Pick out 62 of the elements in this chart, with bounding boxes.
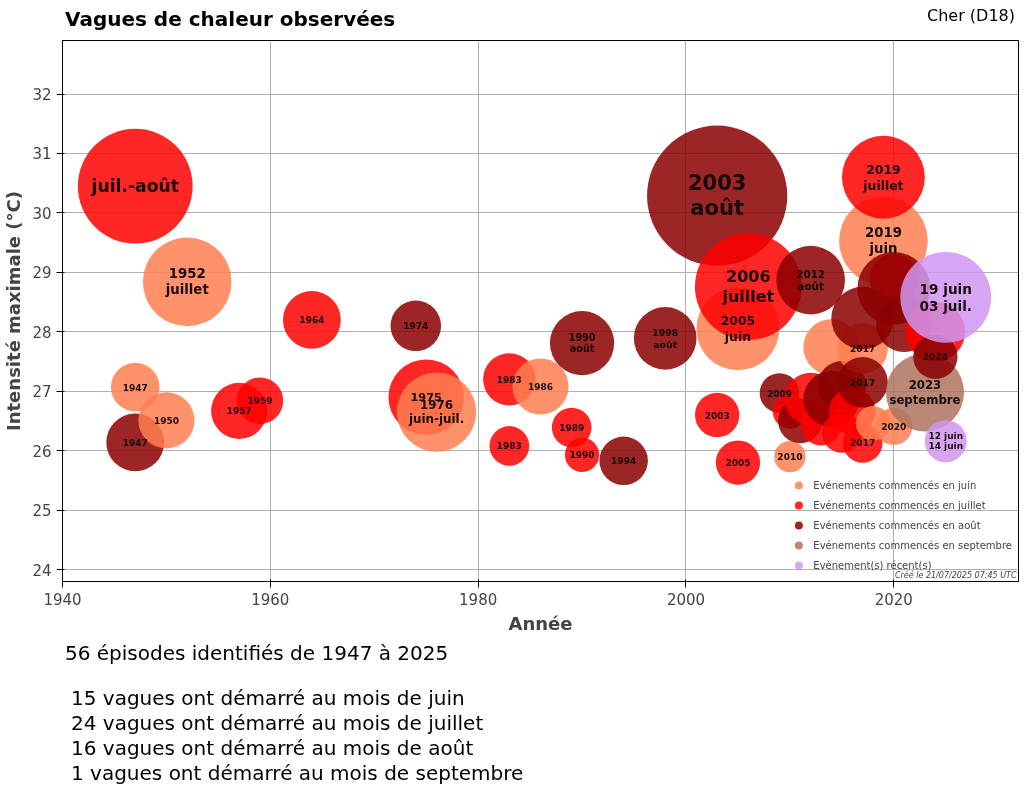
y-tick-label: 28 <box>32 323 52 342</box>
annotation: 2017 <box>850 438 876 449</box>
annotation: 2012 août <box>796 267 826 293</box>
annotation: 2005 <box>725 458 751 469</box>
annotation: 12 juin 14 juin <box>928 430 964 452</box>
chart-title: Vagues de chaleur observées <box>65 6 396 33</box>
annotation: 1990 août <box>568 331 596 355</box>
x-tick-label: 1980 <box>459 590 498 609</box>
annotation: 2010 <box>777 452 803 463</box>
annotation: 2003 <box>704 410 730 421</box>
x-axis-title: Année <box>508 612 573 634</box>
text: 56 épisodes identifiés de 1947 à 2025 <box>65 641 450 666</box>
annotation: 2020 <box>881 421 907 432</box>
text: 24 vagues ont démarré au mois de juillet <box>71 711 485 736</box>
text: 15 vagues ont démarré au mois de juin <box>71 686 466 711</box>
annotation: 2017 <box>850 377 876 388</box>
x-tick-label: 1960 <box>251 590 290 609</box>
text: 1 vagues ont démarré au mois de septembre <box>71 761 524 786</box>
annotation: 2006 juillet <box>721 267 775 307</box>
annotation: 2003 août <box>687 171 747 221</box>
chart-subtitle: Cher (D18) <box>927 5 1015 27</box>
y-tick-label: 26 <box>32 442 52 461</box>
annotation: 1959 <box>247 396 273 407</box>
legend-label: Evénements commencés en juillet <box>813 498 986 513</box>
annotation: 1947 <box>122 437 148 448</box>
annotation: 1950 <box>153 415 179 426</box>
y-tick-label: 27 <box>32 383 52 402</box>
x-tick-label: 2000 <box>666 590 706 609</box>
legend-label: Evénements commencés en septembre <box>813 538 1012 553</box>
annotation: 1983 <box>496 441 522 452</box>
annotation: 19 juin 03 juil. <box>919 280 973 314</box>
annotation: juil.-août <box>90 176 179 197</box>
y-tick-label: 24 <box>32 561 52 580</box>
annotation: 1990 <box>569 450 595 461</box>
text: 16 vagues ont démarré au mois de août <box>71 736 475 761</box>
annotation: 1974 <box>403 321 429 332</box>
y-tick-label: 29 <box>32 264 52 283</box>
annotation: 2019 juillet <box>862 161 904 193</box>
y-axis-title: Intensité maximale (°C) <box>3 191 25 431</box>
annotation: 2005 juin <box>720 313 756 345</box>
annotation: 1952 juillet <box>164 266 210 298</box>
legend-label: Evénements commencés en août <box>813 518 981 533</box>
y-tick-label: 25 <box>32 502 52 521</box>
annotation: 2017 <box>850 343 876 354</box>
annotation: 2023 septembre <box>889 378 961 407</box>
annotation: Créé le 21/07/2025 07:45 UTC <box>894 569 1017 580</box>
y-tick-label: 30 <box>32 204 52 223</box>
annotation: 1947 <box>122 382 148 393</box>
annotation: 2024 <box>922 352 948 363</box>
annotation: 1964 <box>299 315 325 326</box>
y-tick-label: 31 <box>32 145 52 164</box>
y-tick-label: 32 <box>32 86 52 105</box>
annotation: 1986 <box>527 382 554 392</box>
annotation: 1957 <box>226 406 252 417</box>
legend-label: Evénements commencés en juin <box>813 478 977 493</box>
annotation: 1989 <box>559 423 585 434</box>
x-tick-label: 2020 <box>874 590 913 609</box>
annotation: 1983 <box>496 374 522 385</box>
annotation: 1994 <box>611 456 637 467</box>
x-tick-label: 1940 <box>43 590 82 609</box>
annotation: 1998 août <box>652 327 679 350</box>
annotation: 2019 juin <box>864 225 902 257</box>
